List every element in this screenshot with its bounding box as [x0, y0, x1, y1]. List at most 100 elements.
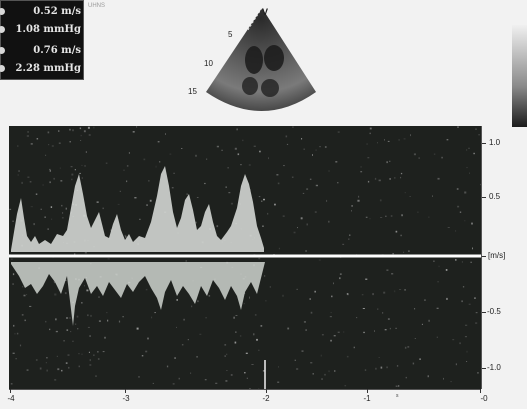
speckle	[478, 134, 481, 136]
speckle	[59, 167, 61, 169]
reverse-flow-envelope	[11, 262, 265, 326]
speckle	[199, 333, 202, 335]
speckle	[404, 289, 406, 291]
speckle	[65, 207, 67, 210]
speckle	[360, 166, 362, 168]
speckle	[55, 318, 57, 321]
speckle	[227, 167, 229, 169]
speckle	[240, 164, 242, 166]
speckle	[396, 365, 399, 367]
y-tick-label: 0.5	[489, 192, 501, 201]
speckle	[395, 385, 398, 387]
speckle	[334, 370, 336, 372]
speckle	[24, 319, 26, 322]
speckle	[235, 331, 237, 333]
speckle	[312, 154, 313, 156]
speckle	[414, 308, 416, 310]
speckle	[224, 355, 226, 357]
speckle	[375, 367, 377, 370]
speckle	[455, 230, 457, 232]
speckle	[276, 174, 279, 176]
bullet-icon	[0, 8, 5, 15]
speckle	[369, 132, 371, 135]
speckle	[459, 211, 462, 213]
speckle	[146, 204, 148, 206]
x-unit-label: s	[396, 393, 399, 399]
speckle	[16, 332, 19, 335]
speckle	[58, 142, 61, 144]
y-tick	[482, 143, 486, 144]
speckle	[351, 205, 353, 207]
speckle	[48, 144, 50, 146]
speckle	[348, 238, 350, 240]
speckle	[315, 184, 318, 187]
grayscale-bar	[512, 25, 527, 127]
speckle	[389, 327, 391, 330]
speckle	[69, 317, 72, 319]
speckle	[65, 362, 68, 364]
speckle	[242, 139, 244, 142]
speckle	[253, 333, 255, 336]
speckle	[466, 350, 468, 353]
speckle	[253, 145, 256, 147]
speckle	[262, 370, 265, 372]
speckle	[315, 149, 317, 151]
measurement-value: 0.76 m/s	[33, 45, 81, 56]
speckle	[407, 346, 410, 348]
speckle	[26, 135, 29, 137]
speckle	[409, 196, 411, 197]
speckle	[400, 172, 403, 175]
depth-label: 15	[188, 87, 197, 96]
speckle	[391, 273, 394, 275]
speckle	[277, 381, 280, 383]
speckle	[45, 154, 47, 156]
speckle	[379, 199, 382, 202]
x-tick-label: -4	[7, 394, 15, 403]
speckle	[81, 164, 83, 166]
speckle	[83, 130, 86, 133]
speckle	[461, 300, 463, 303]
measurement-row: 2.28 mmHg	[0, 62, 85, 77]
speckle	[278, 247, 280, 250]
x-tick	[480, 389, 481, 393]
speckle	[139, 218, 141, 220]
speckle	[128, 152, 130, 154]
speckle	[292, 126, 294, 128]
y-unit-label: [m/s]	[488, 251, 506, 260]
speckle	[152, 382, 154, 384]
speckle	[224, 344, 227, 346]
speckle	[230, 202, 233, 205]
speckle	[387, 140, 390, 142]
speckle	[45, 362, 47, 364]
speckle	[30, 206, 33, 208]
speckle	[46, 369, 48, 372]
speckle	[309, 298, 311, 300]
speckle	[446, 297, 448, 300]
speckle	[413, 153, 416, 156]
speckle	[258, 349, 260, 351]
forward-flow-envelope	[11, 166, 264, 252]
speckle	[365, 216, 368, 218]
speckle	[87, 326, 90, 328]
speckle	[67, 354, 70, 356]
speckle	[107, 257, 110, 260]
speckle	[68, 366, 70, 369]
speckle	[419, 358, 421, 360]
speckle	[333, 282, 334, 285]
speckle	[472, 247, 473, 250]
speckle	[45, 320, 47, 323]
speckle	[260, 325, 263, 327]
speckle	[475, 322, 478, 324]
speckle	[154, 312, 156, 314]
speckle	[261, 200, 263, 202]
speckle	[88, 351, 90, 353]
speckle	[249, 296, 250, 299]
speckle	[400, 176, 402, 179]
speckle	[14, 333, 16, 335]
speckle	[176, 299, 178, 301]
speckle	[459, 342, 461, 345]
speckle	[335, 161, 338, 163]
speckle	[274, 203, 276, 206]
speckle	[262, 225, 264, 227]
speckle	[446, 139, 449, 141]
